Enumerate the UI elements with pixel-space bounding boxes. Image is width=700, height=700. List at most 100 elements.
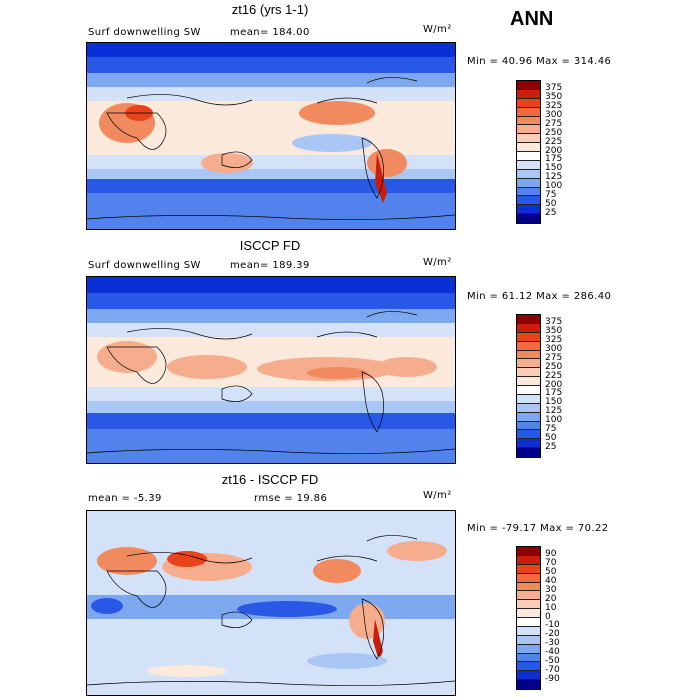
colorbar-tick-label: 350 — [545, 326, 563, 337]
panel-2-mean: mean= 189.39 — [230, 260, 310, 271]
colorbar-tick-label: -70 — [545, 664, 560, 675]
colorbar-tick-label: 25 — [545, 441, 557, 452]
colorbar-tick-label: 75 — [545, 189, 557, 200]
colorbar-cell — [517, 107, 540, 117]
colorbar-tick-label: 40 — [545, 576, 557, 586]
colorbar-cell — [517, 196, 540, 206]
colorbar-cell — [517, 671, 540, 681]
colorbar-cell — [517, 680, 540, 689]
colorbar-tick-label: 0 — [545, 611, 551, 622]
colorbar-tick-label: 250 — [545, 127, 563, 138]
colorbar-tick-label: 175 — [545, 154, 563, 165]
colorbar-tick-label: -40 — [545, 647, 560, 657]
colorbar-tick-label: 125 — [545, 172, 563, 183]
colorbar-tick-label: 200 — [545, 145, 563, 156]
panel-2-colorbar — [516, 314, 541, 458]
colorbar-cell — [517, 89, 540, 99]
colorbar-cell — [517, 205, 540, 215]
colorbar-cell — [517, 169, 540, 179]
colorbar-tick-label: -20 — [545, 629, 560, 640]
season-label: ANN — [510, 8, 554, 30]
panel-1-variable-label: Surf downwelling SW — [88, 27, 201, 38]
colorbar-cell — [517, 448, 540, 457]
colorbar-cell — [517, 591, 540, 601]
colorbar-tick-label: 150 — [545, 397, 563, 408]
colorbar-cell — [517, 662, 540, 672]
panel-1-mean: mean= 184.00 — [230, 27, 310, 38]
colorbar-tick-label: 375 — [545, 83, 563, 94]
colorbar-cell — [517, 421, 540, 431]
panel-2-title: ISCCP FD — [239, 238, 301, 253]
colorbar-tick-label: 225 — [545, 136, 563, 147]
colorbar-cell — [517, 582, 540, 592]
panel-1-units: W/m² — [423, 24, 452, 35]
colorbar-tick-label: 90 — [545, 549, 557, 560]
colorbar-cell — [517, 626, 540, 636]
colorbar-tick-label: 375 — [545, 317, 563, 328]
colorbar-cell — [517, 618, 540, 627]
panel-1-minmax: Min = 40.96 Max = 314.46 — [467, 56, 612, 67]
colorbar-tick-label: 75 — [545, 423, 557, 434]
panel-1-title: zt16 (yrs 1-1) — [231, 2, 309, 17]
panel-3-map — [86, 510, 456, 696]
colorbar-cell — [517, 430, 540, 440]
colorbar-cell — [517, 386, 540, 395]
colorbar-cell — [517, 214, 540, 223]
colorbar-cell — [517, 635, 540, 645]
colorbar-tick-label: 20 — [545, 593, 557, 604]
colorbar-cell — [517, 315, 540, 324]
colorbar-cell — [517, 81, 540, 90]
colorbar-tick-label: 325 — [545, 335, 563, 346]
panel-1-colorbar-labels: 375 350 325 300 275 250 225 200 175 150 125 100 75 50… — [545, 80, 585, 222]
colorbar-cell — [517, 332, 540, 342]
panel-1-colorbar-cells — [517, 81, 540, 223]
colorbar-cell — [517, 178, 540, 188]
colorbar-tick-label: 200 — [545, 379, 563, 390]
colorbar-tick-label: 325 — [545, 101, 563, 112]
colorbar-cell — [517, 187, 540, 197]
colorbar-cell — [517, 125, 540, 135]
panel-3-title: zt16 - ISCCP FD — [221, 472, 319, 487]
colorbar-cell — [517, 403, 540, 413]
colorbar-tick-label: -50 — [545, 655, 560, 666]
colorbar-cell — [517, 377, 540, 386]
colorbar-tick-label: 275 — [545, 352, 563, 363]
colorbar-cell — [517, 547, 540, 556]
colorbar-cell — [517, 644, 540, 654]
colorbar-cell — [517, 323, 540, 333]
colorbar-tick-label: -30 — [545, 638, 560, 649]
colorbar-cell — [517, 564, 540, 574]
colorbar-cell — [517, 98, 540, 108]
colorbar-tick-label: 50 — [545, 432, 557, 443]
panel-2-minmax: Min = 61.12 Max = 286.40 — [467, 291, 612, 302]
panel-2-colorbar-labels: 375 350 325 300 275 250 225 200 175 150 125 100 75 50… — [545, 314, 585, 456]
colorbar-cell — [517, 439, 540, 449]
panel-3-minmax: Min = -79.17 Max = 70.22 — [467, 523, 609, 534]
colorbar-cell — [517, 368, 540, 378]
colorbar-cell — [517, 350, 540, 360]
colorbar-cell — [517, 341, 540, 351]
colorbar-cell — [517, 160, 540, 170]
colorbar-cell — [517, 116, 540, 126]
colorbar-cell — [517, 573, 540, 583]
panel-1-map — [86, 42, 456, 230]
panel-2-variable-label: Surf downwelling SW — [88, 260, 201, 271]
colorbar-tick-label: 50 — [545, 198, 557, 209]
colorbar-cell — [517, 152, 540, 161]
colorbar-tick-label: 275 — [545, 118, 563, 129]
colorbar-tick-label: 300 — [545, 344, 563, 354]
panel-3-colorbar-cells — [517, 547, 540, 689]
colorbar-cell — [517, 555, 540, 565]
colorbar-tick-label: -10 — [545, 620, 560, 631]
colorbar-tick-label: 300 — [545, 110, 563, 120]
panel-2-map — [86, 276, 456, 464]
colorbar-tick-label: 175 — [545, 388, 563, 399]
panel-3-mean: mean = -5.39 — [88, 493, 162, 504]
colorbar-tick-label: 25 — [545, 207, 557, 218]
colorbar-cell — [517, 394, 540, 404]
colorbar-cell — [517, 143, 540, 152]
colorbar-tick-label: 30 — [545, 584, 557, 595]
colorbar-tick-label: 150 — [545, 163, 563, 174]
colorbar-cell — [517, 600, 540, 610]
panel-1-colorbar — [516, 80, 541, 224]
